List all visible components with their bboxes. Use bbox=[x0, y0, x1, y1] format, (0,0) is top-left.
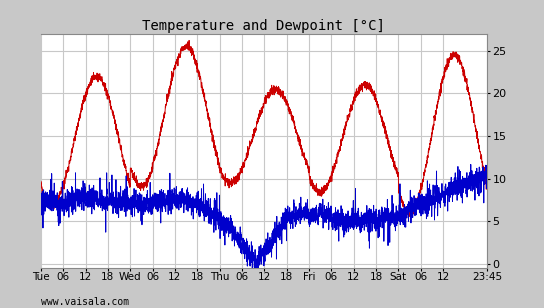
Text: www.vaisala.com: www.vaisala.com bbox=[41, 297, 129, 307]
Title: Temperature and Dewpoint [°C]: Temperature and Dewpoint [°C] bbox=[143, 19, 385, 33]
